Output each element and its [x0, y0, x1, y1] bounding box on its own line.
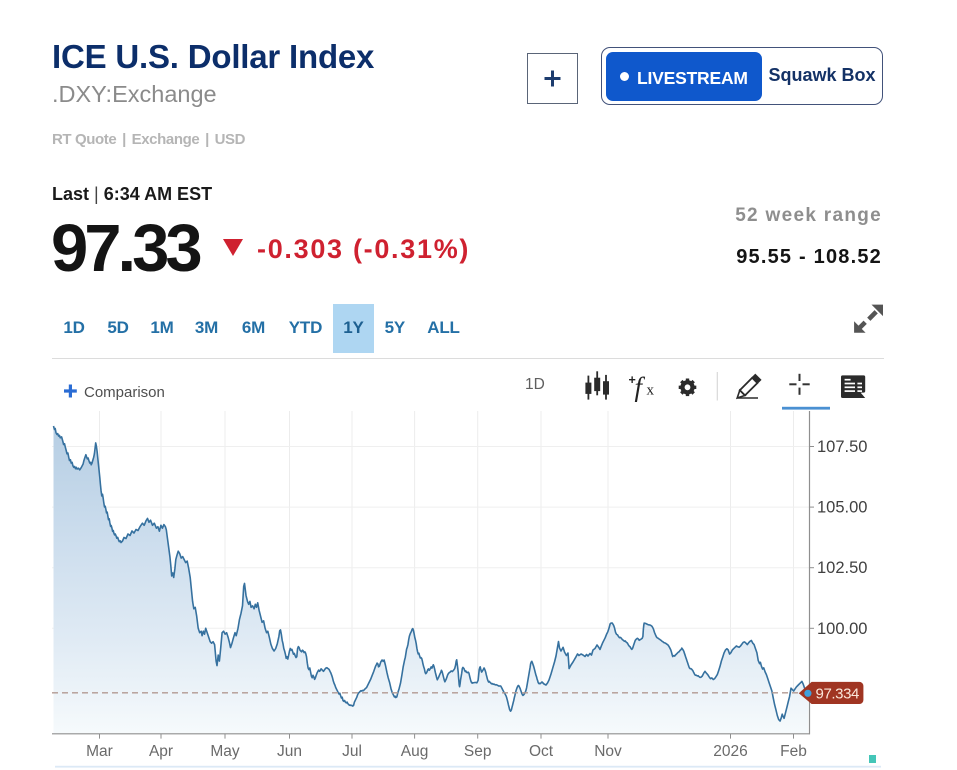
svg-text:Oct: Oct	[529, 743, 554, 760]
svg-text:Sep: Sep	[464, 743, 492, 760]
svg-text:102.50: 102.50	[817, 559, 867, 577]
svg-text:100.00: 100.00	[817, 620, 867, 638]
svg-text:+: +	[629, 373, 636, 387]
svg-text:x: x	[647, 383, 655, 399]
svg-text:Feb: Feb	[780, 743, 807, 760]
svg-text:97.334: 97.334	[816, 686, 860, 703]
svg-text:105.00: 105.00	[817, 499, 867, 517]
svg-text:Nov: Nov	[594, 743, 622, 760]
svg-text:f: f	[635, 372, 646, 402]
svg-text:2026: 2026	[713, 743, 747, 760]
svg-text:Aug: Aug	[401, 743, 429, 760]
svg-text:Jul: Jul	[342, 743, 362, 760]
svg-text:Mar: Mar	[86, 743, 113, 760]
svg-text:107.50: 107.50	[817, 438, 867, 456]
svg-text:May: May	[210, 743, 240, 760]
svg-text:Jun: Jun	[277, 743, 302, 760]
svg-text:Apr: Apr	[149, 743, 173, 760]
